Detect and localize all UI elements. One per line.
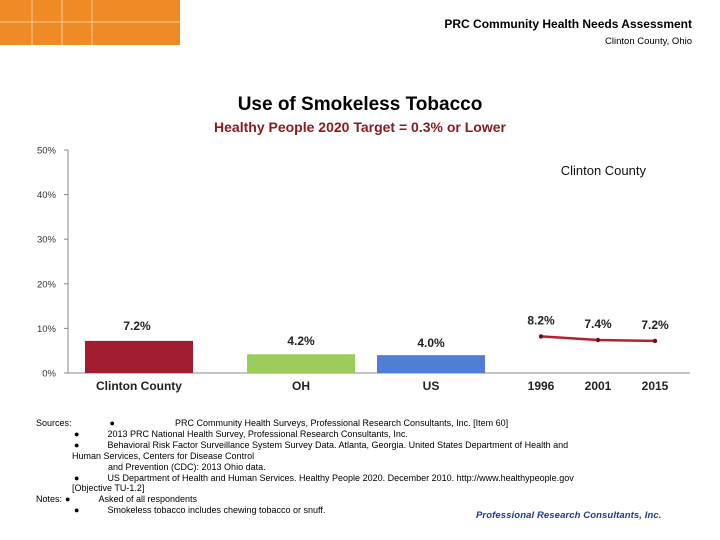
trend-series-label: Clinton County	[561, 163, 647, 178]
source-line: 2013 PRC National Health Survey, Profess…	[107, 428, 408, 439]
trend-point	[652, 338, 658, 344]
company-logo: Professional Research Consultants, Inc.	[476, 510, 662, 521]
note-line: Smokeless tobacco includes chewing tobac…	[107, 505, 326, 516]
note-line: Asked of all respondents	[98, 494, 198, 505]
y-tick-label: 30%	[37, 235, 57, 246]
y-tick-label: 40%	[37, 190, 57, 201]
trend-data-label: 7.2%	[641, 318, 669, 332]
bullet-icon: ●	[74, 505, 80, 516]
bar	[247, 354, 355, 373]
brand-grid-icon	[0, 0, 180, 45]
source-row: and Prevention (CDC): 2013 Ohio data.	[36, 462, 696, 473]
source-row: Human Services, Centers for Disease Cont…	[36, 451, 696, 462]
bar-data-label: 4.0%	[417, 336, 445, 350]
chart-subtitle: Healthy People 2020 Target = 0.3% or Low…	[214, 119, 506, 135]
chart-area: 0% 10% 20% 30% 40% 50% Clinton County OH US 7.2% 4…	[37, 146, 690, 393]
trend-x-tick-label: 2015	[642, 379, 669, 393]
y-tick-label: 10%	[37, 324, 57, 335]
report-title: PRC Community Health Needs Assessment	[444, 17, 692, 31]
trend-point	[595, 337, 601, 343]
bullet-icon: ●	[74, 428, 80, 439]
bullet-icon: ●	[65, 494, 71, 505]
bar-data-label: 7.2%	[123, 319, 151, 333]
y-tick-label: 50%	[37, 146, 57, 157]
y-tick-label: 0%	[42, 369, 56, 380]
sources-block: Sources: ● PRC Community Health Surveys, P…	[36, 418, 696, 516]
x-tick-label: US	[423, 379, 440, 393]
source-row: ● 2013 PRC National Health Survey, Profes…	[36, 429, 696, 440]
x-tick-label: Clinton County	[96, 379, 182, 393]
bar-data-label: 4.2%	[287, 334, 315, 348]
trend-data-label: 7.4%	[584, 317, 612, 331]
bar	[377, 355, 485, 373]
source-line: and Prevention (CDC): 2013 Ohio data.	[108, 461, 266, 472]
trend-point	[538, 334, 544, 339]
report-subtitle: Clinton County, Ohio	[605, 36, 692, 47]
notes-row: ● Smokeless tobacco includes chewing toba…	[36, 505, 696, 516]
bar	[85, 340, 193, 373]
notes-label: Notes:	[36, 494, 63, 505]
bullet-icon: ●	[74, 439, 80, 450]
source-line: PRC Community Health Surveys, Profession…	[174, 418, 509, 428]
bullet-icon: ●	[74, 472, 80, 483]
source-row: ● US Department of Health and Human Servi…	[36, 473, 696, 484]
x-tick-label: OH	[292, 379, 310, 393]
source-line: Behavioral Risk Factor Surveillance Syst…	[107, 439, 569, 450]
source-row: [Objective TU-1.2]	[36, 483, 696, 494]
source-line: US Department of Health and Human Servic…	[107, 472, 574, 483]
source-line: [Objective TU-1.2]	[72, 483, 145, 494]
bullet-icon: ●	[109, 418, 115, 428]
trend-x-tick-label: 1996	[528, 379, 555, 393]
source-line: Human Services, Centers for Disease Cont…	[72, 450, 255, 461]
notes-row: Notes: ● Asked of all respondents	[36, 494, 696, 505]
sources-label: Sources:	[36, 418, 72, 428]
source-row: Sources: ● PRC Community Health Surveys, P…	[36, 418, 696, 429]
source-row: ● Behavioral Risk Factor Surveillance Sys…	[36, 440, 696, 451]
trend-data-label: 8.2%	[527, 313, 555, 327]
trend-x-tick-label: 2001	[585, 379, 612, 393]
y-tick-label: 20%	[37, 279, 57, 290]
chart-title: Use of Smokeless Tobacco	[237, 94, 483, 115]
